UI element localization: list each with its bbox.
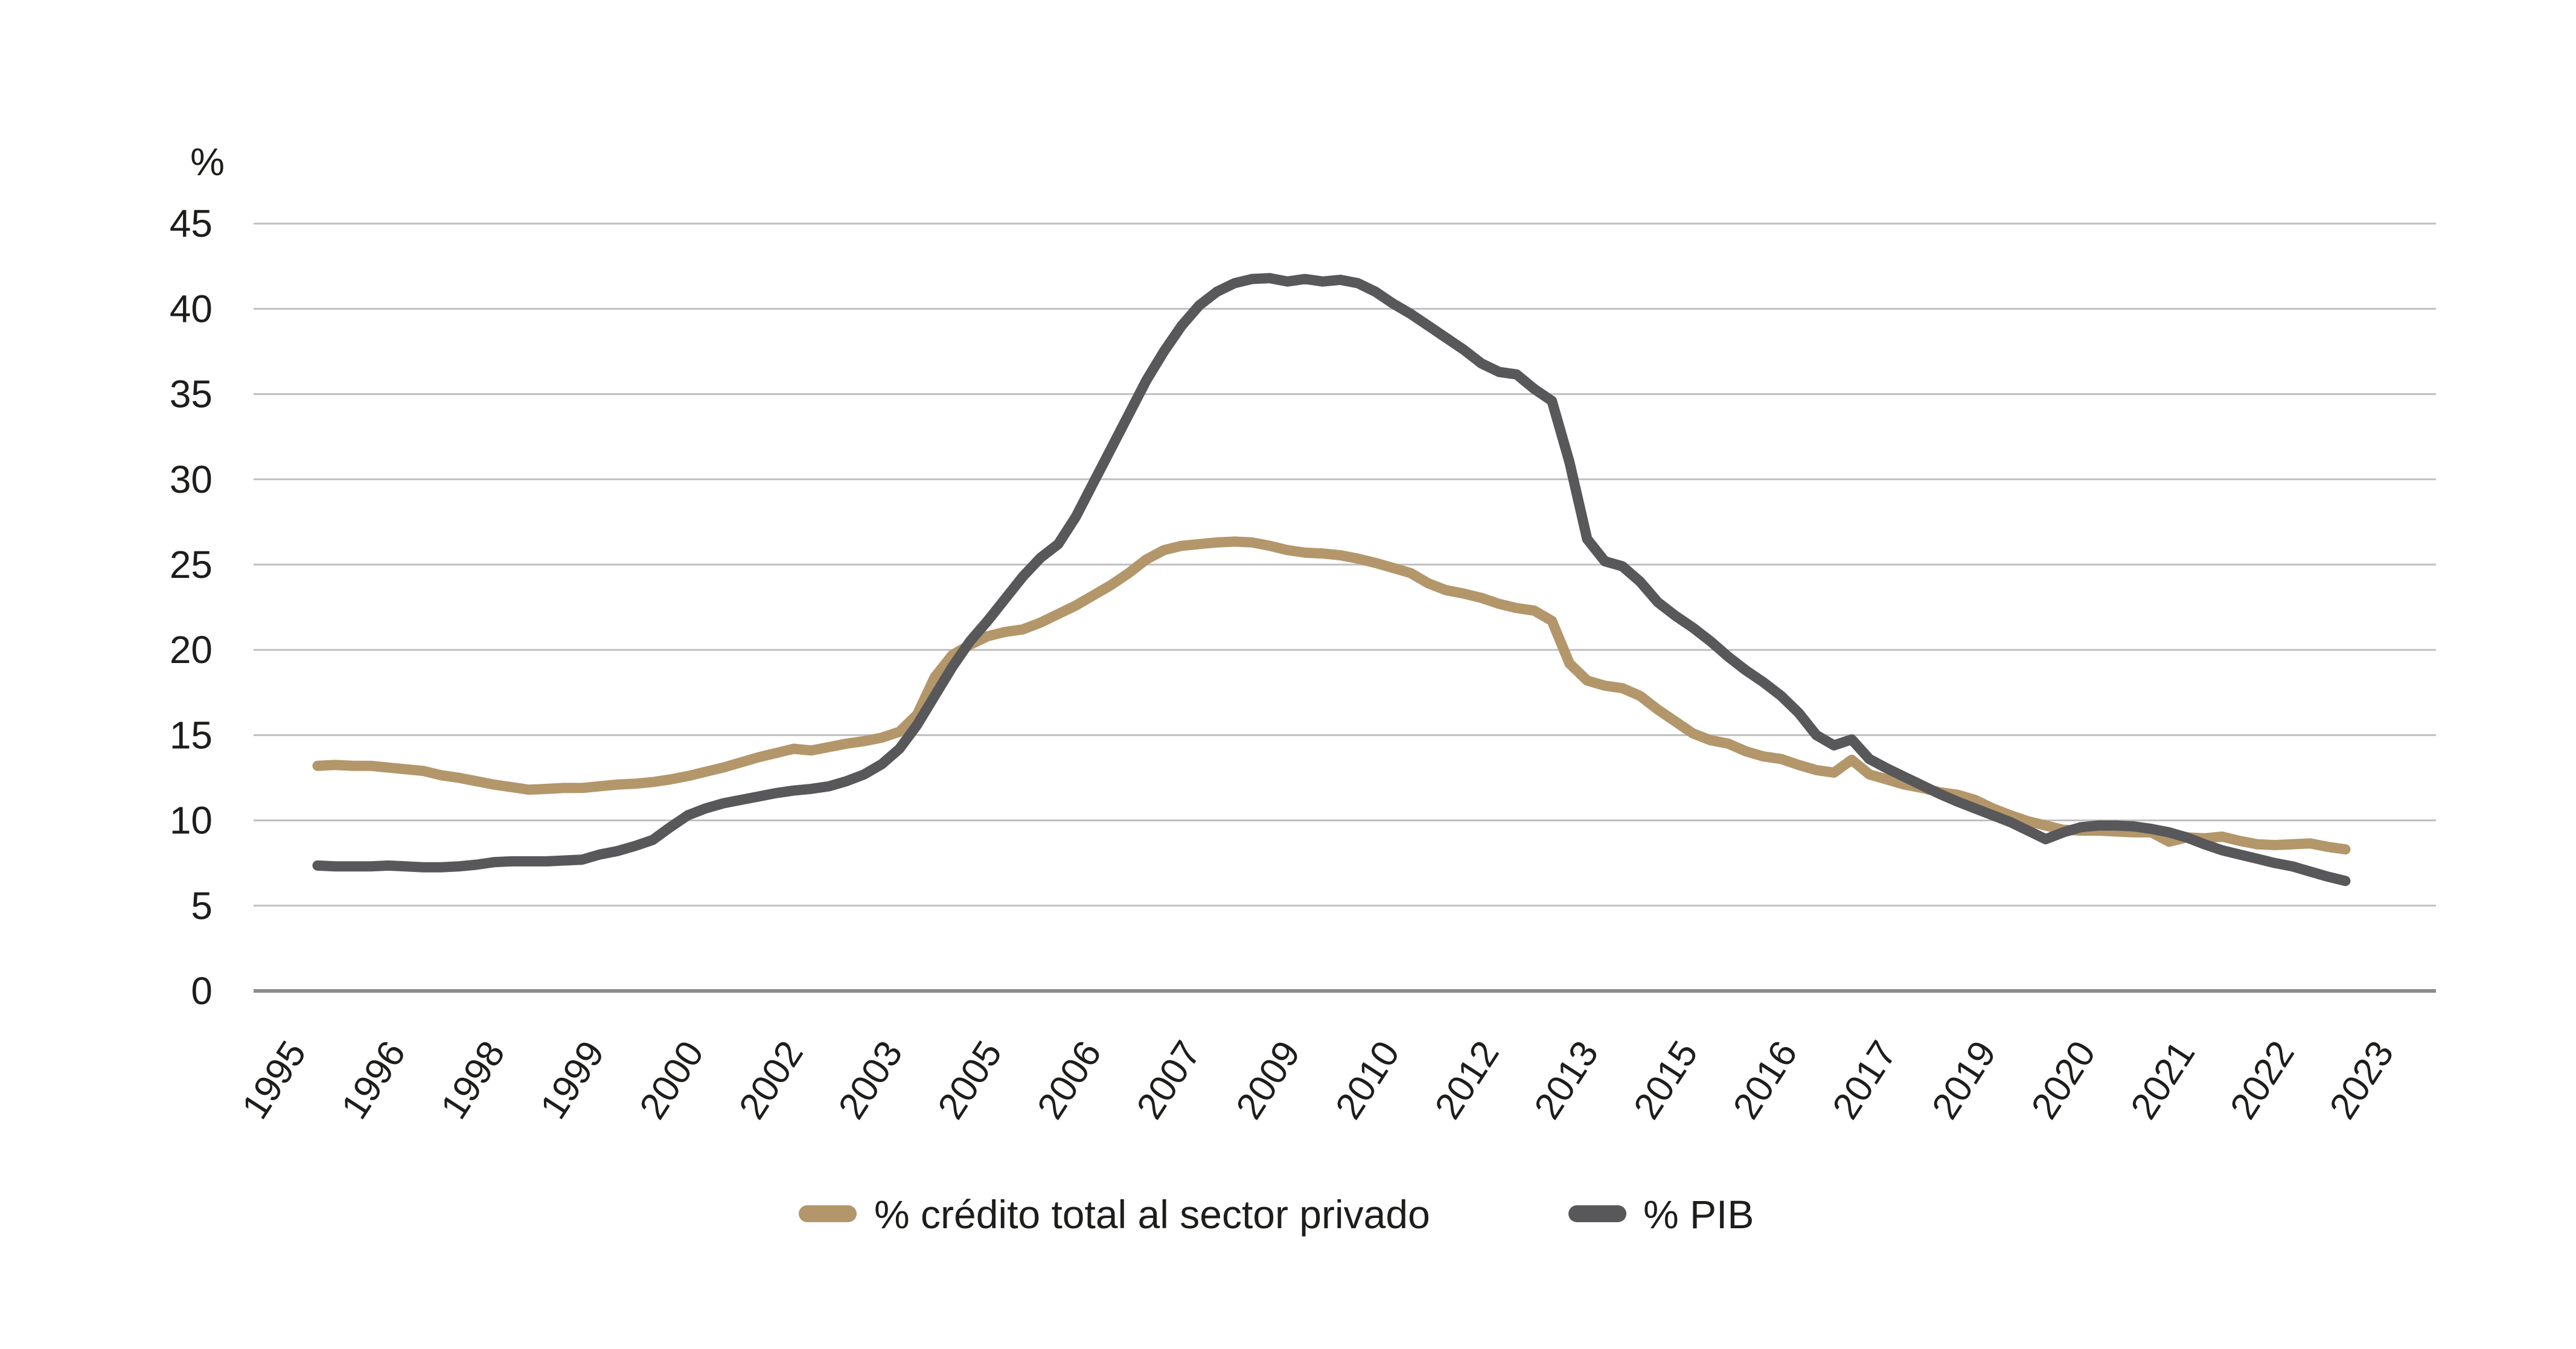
y-tick-label: 5 [191, 884, 213, 928]
y-tick-label: 0 [191, 969, 213, 1013]
y-tick-label: 15 [170, 713, 213, 757]
y-tick-label: 45 [170, 202, 213, 245]
y-tick-label: 30 [170, 458, 213, 501]
y-axis-labels-group: 0 5 10 15 20 25 30 35 40 45 [170, 202, 213, 1013]
y-tick-label: 25 [170, 543, 213, 586]
legend: % crédito total al sector privado % PIB [799, 1192, 1754, 1237]
y-tick-label: 40 [170, 287, 213, 330]
legend-label: % crédito total al sector privado [874, 1192, 1430, 1237]
y-tick-label: 35 [170, 373, 213, 416]
y-tick-label: 20 [170, 628, 213, 671]
legend-label: % PIB [1643, 1192, 1754, 1237]
y-axis-unit-label: % [190, 140, 225, 184]
series-line-pib [312, 273, 2351, 886]
y-tick-label: 10 [170, 799, 213, 842]
legend-item: % PIB [1568, 1192, 1754, 1237]
series-line-credito-sector-privado [312, 536, 2351, 855]
legend-item: % crédito total al sector privado [799, 1192, 1430, 1237]
gridlines-group [254, 222, 2436, 993]
